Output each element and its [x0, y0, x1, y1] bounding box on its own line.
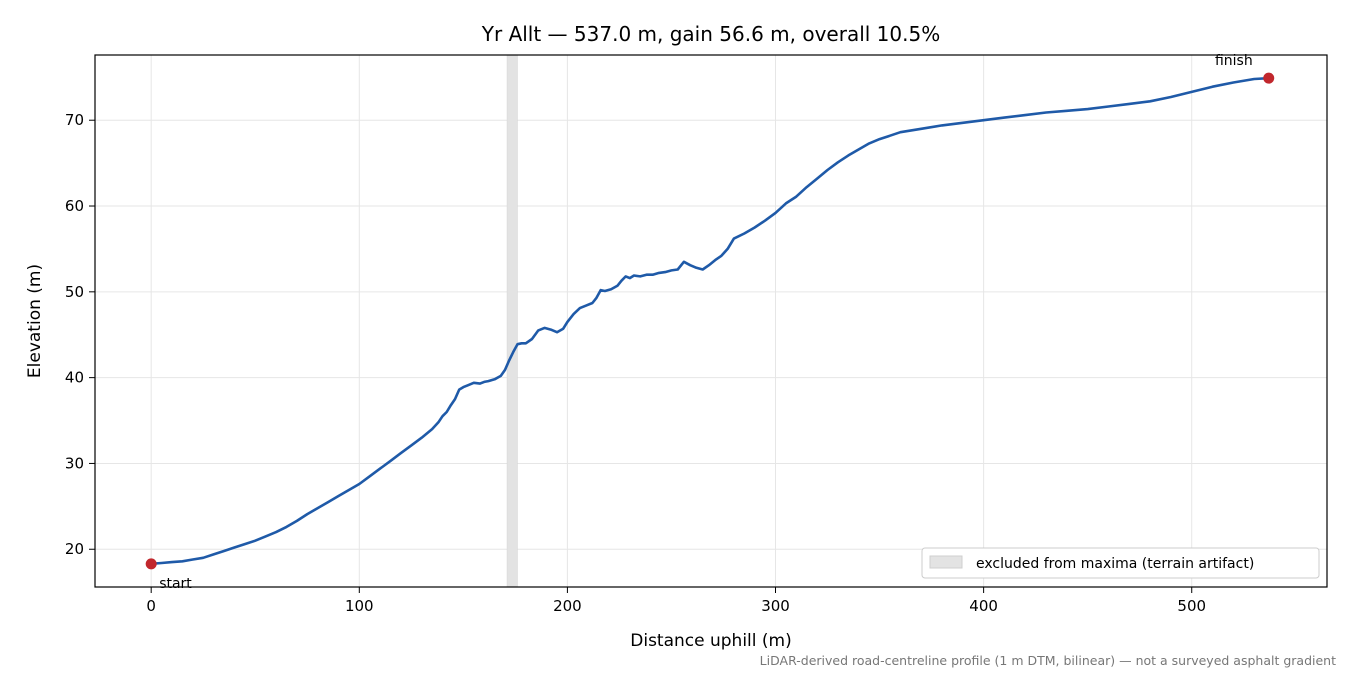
finish-label: finish [1215, 53, 1253, 69]
y-tick-label: 60 [65, 197, 84, 215]
footnote: LiDAR-derived road-centreline profile (1… [760, 653, 1336, 668]
start-marker [145, 558, 157, 570]
x-axis-ticks: 0 100 200 300 400 500 [146, 587, 1206, 615]
elevation-line [149, 76, 1270, 566]
x-tick-label: 200 [553, 597, 582, 615]
y-tick-label: 40 [65, 369, 84, 387]
legend: excluded from maxima (terrain artifact) [921, 547, 1320, 579]
x-tick-label: 100 [345, 597, 374, 615]
y-axis-label: Elevation (m) [25, 264, 45, 378]
y-axis-ticks: 20 30 40 50 60 70 [65, 111, 95, 558]
start-label: start [159, 576, 192, 592]
finish-marker [1263, 72, 1275, 84]
chart-title: Yr Allt — 537.0 m, gain 56.6 m, overall … [481, 22, 940, 46]
x-tick-label: 300 [761, 597, 790, 615]
legend-entry-label: excluded from maxima (terrain artifact) [976, 556, 1254, 572]
excluded-band-layer [506, 54, 518, 588]
x-tick-label: 0 [146, 597, 156, 615]
series-layer [149, 76, 1270, 566]
x-tick-label: 500 [1177, 597, 1206, 615]
plot-frame [94, 54, 1328, 588]
legend-box [921, 547, 1320, 579]
x-tick-label: 400 [969, 597, 998, 615]
legend-swatch [929, 555, 963, 569]
grid-lines [95, 55, 1327, 587]
excluded-band [506, 54, 518, 588]
y-tick-label: 30 [65, 454, 84, 472]
marker-layer: start finish [145, 53, 1275, 592]
y-tick-label: 70 [65, 111, 84, 129]
y-tick-label: 20 [65, 540, 84, 558]
x-axis-label: Distance uphill (m) [630, 631, 791, 651]
y-tick-label: 50 [65, 283, 84, 301]
